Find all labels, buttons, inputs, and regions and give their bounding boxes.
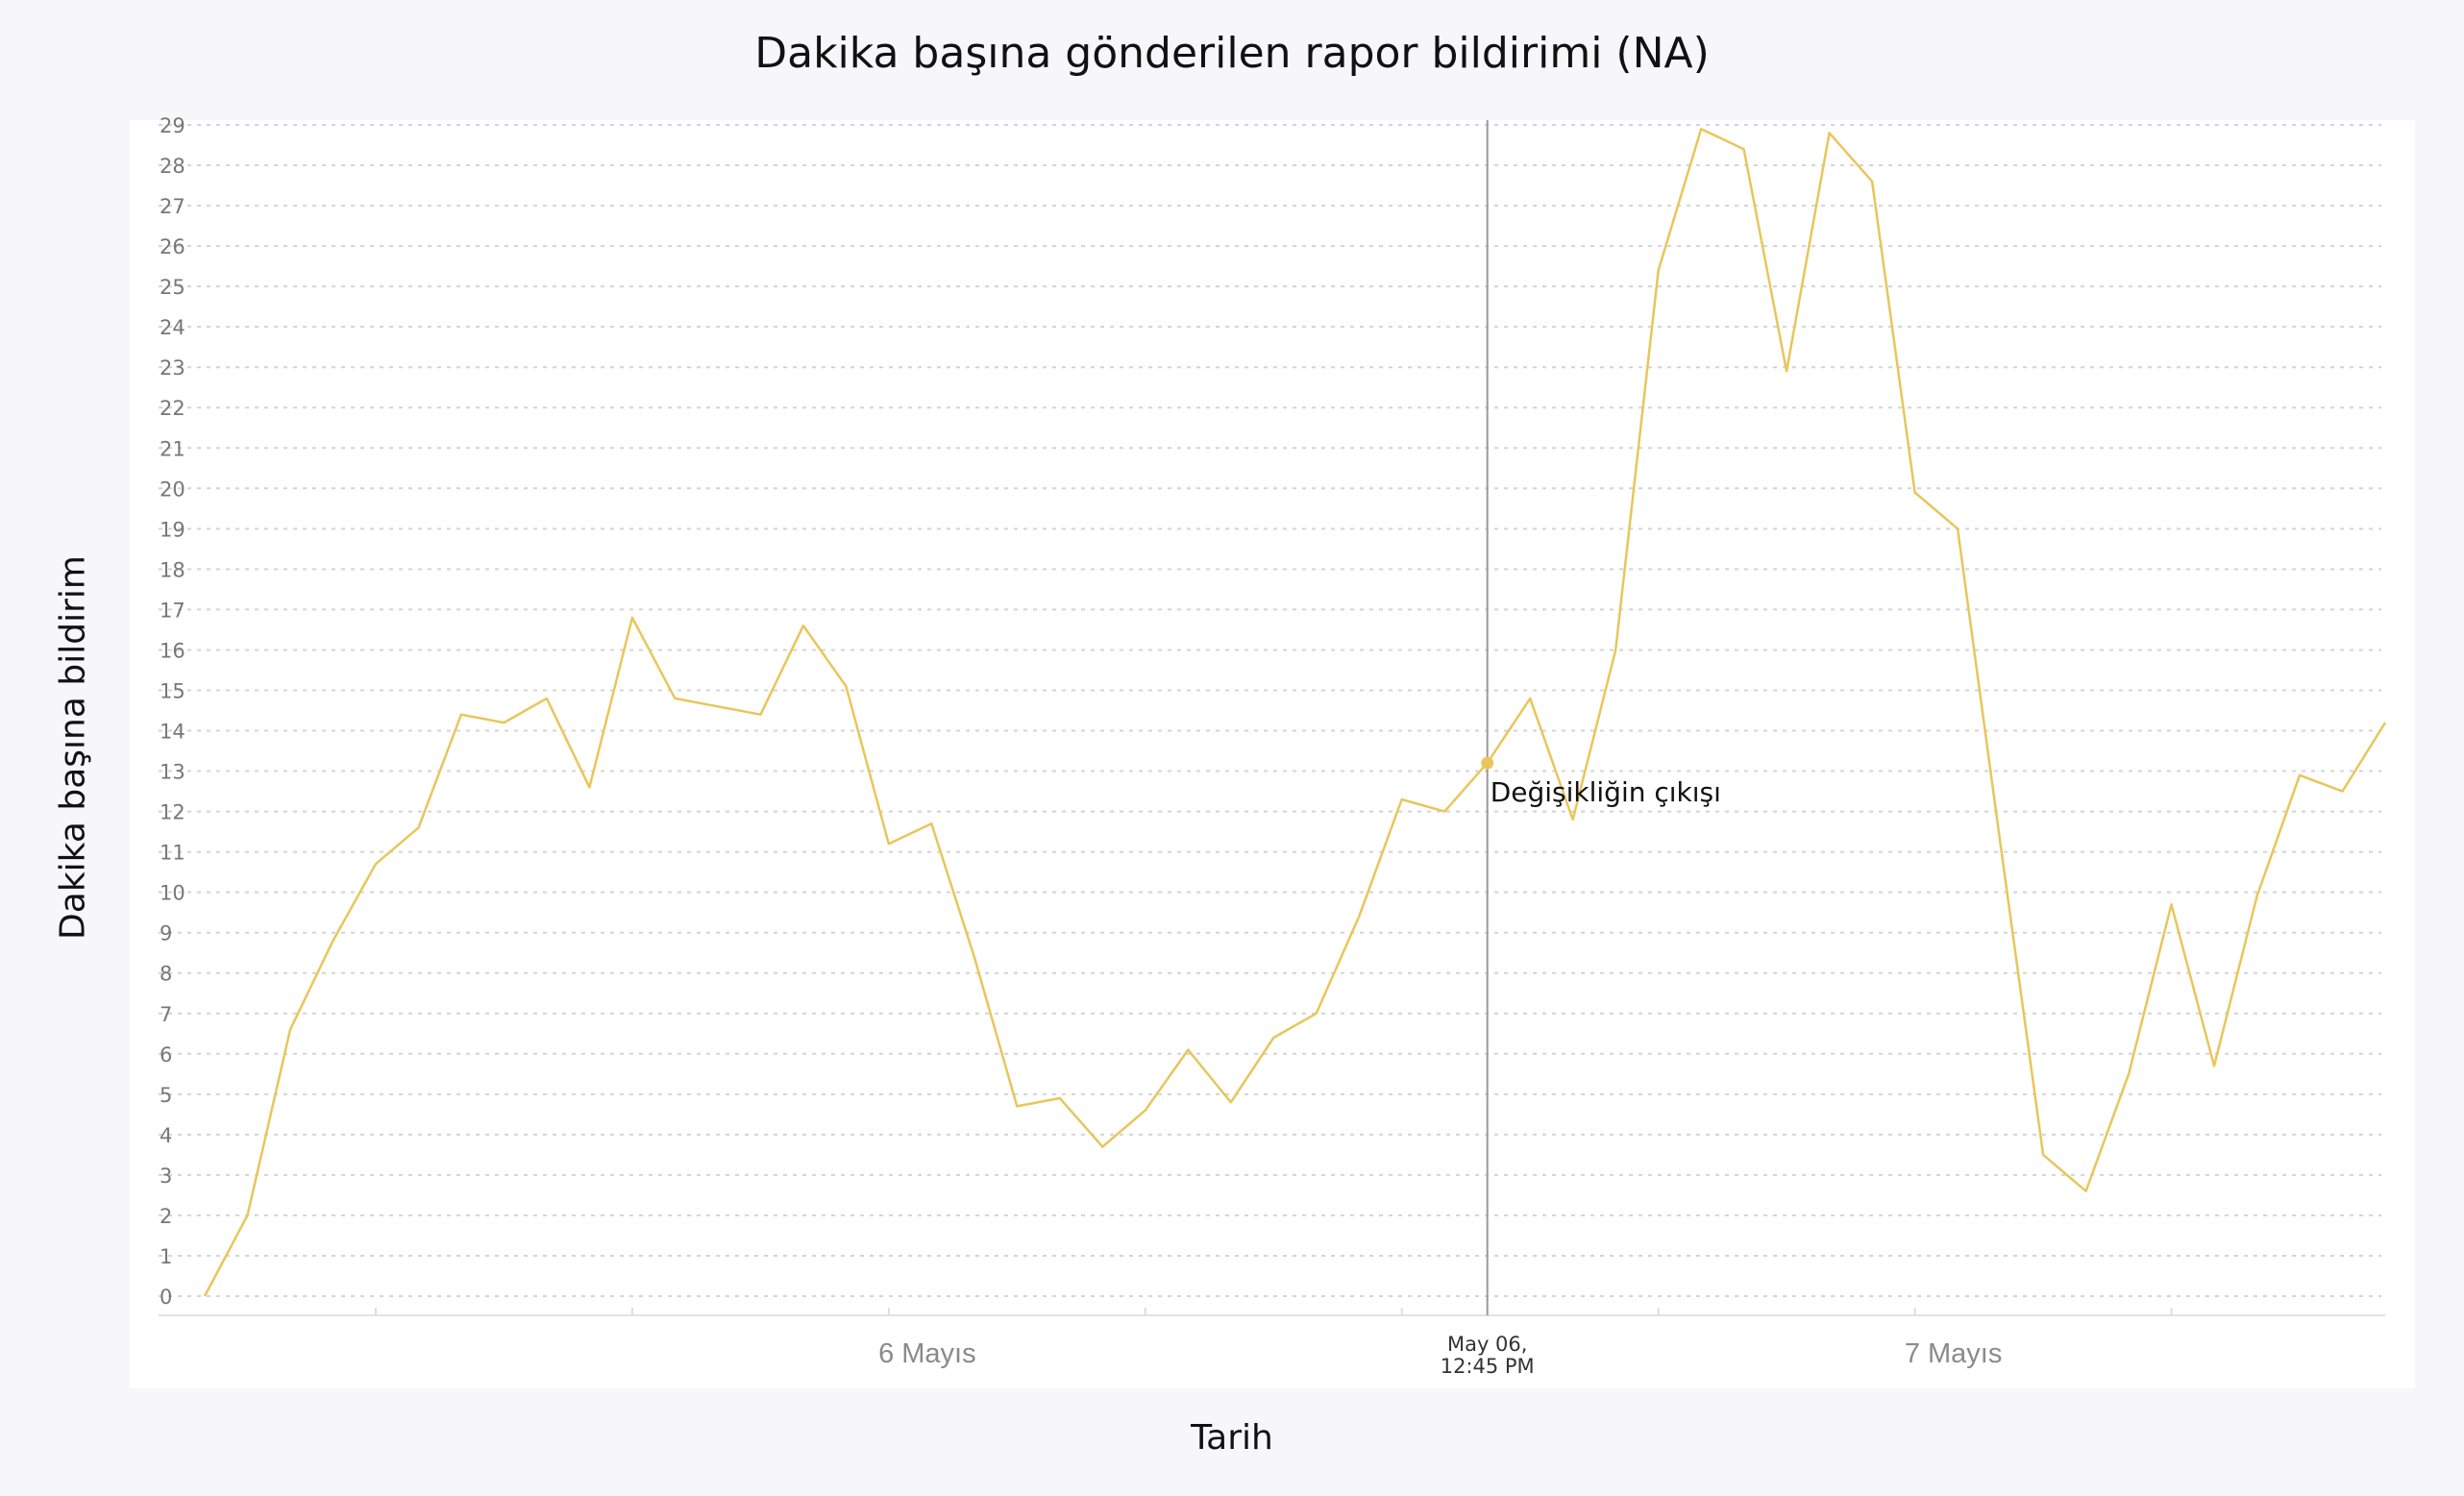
y-tick-label: 18 <box>160 558 185 581</box>
y-tick-label: 29 <box>160 114 185 137</box>
y-tick-label: 23 <box>160 356 185 380</box>
x-axis-title: Tarih <box>1191 1418 1273 1458</box>
y-tick-label: 14 <box>160 721 185 744</box>
y-tick-label: 22 <box>160 397 185 420</box>
x-tick-label: 7 Mayıs <box>1905 1338 2003 1369</box>
y-axis-ticks: 0123456789101112131415161718192021222324… <box>160 114 185 1309</box>
x-axis: 6 Mayıs 7 Mayıs <box>159 1308 2385 1369</box>
y-tick-label: 7 <box>160 1003 172 1026</box>
gridlines <box>159 124 2381 1297</box>
y-tick-label: 3 <box>160 1165 172 1188</box>
y-tick-label: 1 <box>160 1245 172 1268</box>
y-tick-label: 15 <box>160 679 185 702</box>
series-line <box>203 127 2387 1297</box>
annotation-layer: Değişikliğin çıkışı <box>1481 756 1721 808</box>
plot-area <box>130 120 2415 1388</box>
y-tick-label: 25 <box>160 276 185 299</box>
y-tick-label: 5 <box>160 1084 172 1107</box>
deployment-point[interactable] <box>1481 756 1494 770</box>
series-layer <box>203 127 2387 1297</box>
y-tick-label: 26 <box>160 235 185 258</box>
y-tick-label: 2 <box>160 1205 172 1228</box>
x-tick-label: 6 Mayıs <box>878 1338 976 1369</box>
y-tick-label: 0 <box>160 1286 172 1309</box>
y-tick-label: 17 <box>160 599 185 622</box>
deployment-annotation: Değişikliğin çıkışı <box>1491 776 1721 808</box>
marker-layer: May 06,12:45 PM <box>1441 120 1535 1378</box>
y-tick-label: 16 <box>160 639 185 662</box>
y-tick-label: 24 <box>160 316 185 339</box>
y-tick-label: 4 <box>160 1124 172 1147</box>
y-tick-label: 13 <box>160 761 185 784</box>
chart-title: Dakika başına gönderilen rapor bildirimi… <box>754 29 1710 78</box>
marker-date-label: May 06, <box>1447 1333 1528 1356</box>
y-tick-label: 21 <box>160 437 185 460</box>
y-tick-label: 6 <box>160 1043 172 1067</box>
y-tick-label: 27 <box>160 195 185 218</box>
marker-time-label: 12:45 PM <box>1441 1355 1535 1378</box>
y-tick-label: 20 <box>160 478 185 501</box>
y-tick-label: 19 <box>160 518 185 541</box>
y-tick-label: 11 <box>160 842 185 865</box>
y-tick-label: 28 <box>160 155 185 178</box>
y-tick-label: 10 <box>160 882 185 905</box>
y-tick-label: 8 <box>160 963 172 986</box>
y-tick-label: 12 <box>160 801 185 824</box>
y-tick-label: 9 <box>160 922 172 945</box>
